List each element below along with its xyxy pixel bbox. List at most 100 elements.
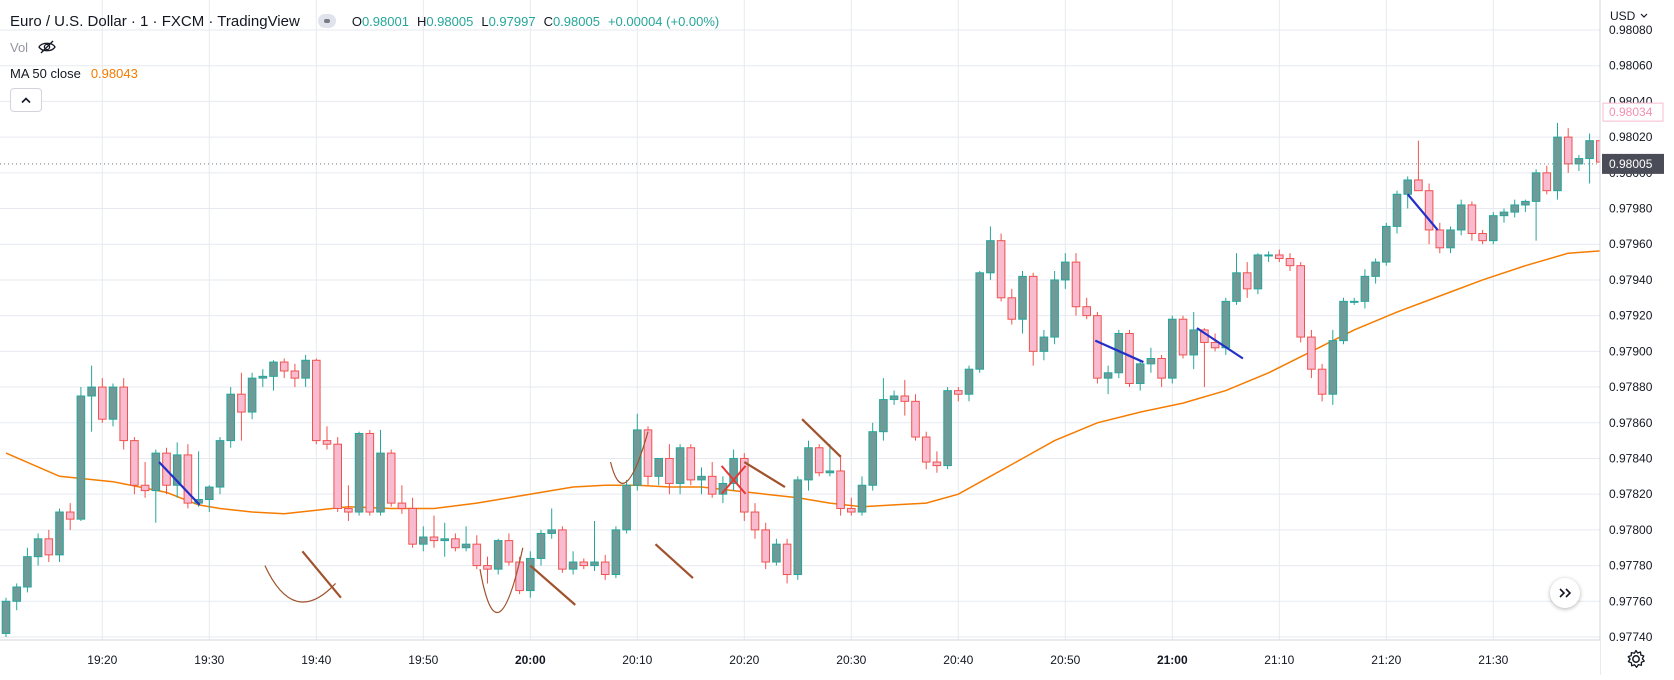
candle[interactable] bbox=[761, 522, 771, 570]
candle[interactable] bbox=[857, 476, 867, 516]
candle[interactable] bbox=[258, 369, 268, 388]
candle[interactable] bbox=[493, 538, 503, 575]
candle[interactable] bbox=[1071, 253, 1081, 316]
candle[interactable] bbox=[1392, 190, 1402, 234]
candle[interactable] bbox=[986, 226, 995, 280]
candle[interactable] bbox=[215, 437, 225, 495]
candle[interactable] bbox=[1103, 365, 1113, 395]
candle[interactable] bbox=[87, 365, 96, 432]
candle[interactable] bbox=[868, 422, 878, 491]
candle[interactable] bbox=[1082, 297, 1092, 320]
candle[interactable] bbox=[1093, 312, 1102, 384]
candle[interactable] bbox=[1574, 154, 1584, 172]
candle[interactable] bbox=[1178, 315, 1188, 359]
candle[interactable] bbox=[622, 479, 631, 534]
candle[interactable] bbox=[847, 497, 856, 516]
candle[interactable] bbox=[654, 457, 664, 486]
candle[interactable] bbox=[1028, 272, 1038, 366]
candle[interactable] bbox=[772, 538, 781, 566]
candle[interactable] bbox=[333, 437, 342, 513]
candle[interactable] bbox=[290, 363, 300, 388]
candle[interactable] bbox=[526, 551, 535, 598]
candle[interactable] bbox=[461, 526, 471, 552]
candle[interactable] bbox=[1050, 271, 1059, 345]
candle[interactable] bbox=[1210, 333, 1220, 352]
candle[interactable] bbox=[140, 462, 150, 498]
scroll-to-realtime-button[interactable] bbox=[1550, 578, 1580, 608]
arc-drawing[interactable] bbox=[609, 431, 649, 484]
candle[interactable] bbox=[1157, 354, 1166, 388]
trend-line-brown[interactable] bbox=[801, 418, 842, 458]
candle[interactable] bbox=[151, 449, 161, 523]
candle[interactable] bbox=[675, 444, 685, 495]
candle[interactable] bbox=[686, 444, 696, 486]
candle[interactable] bbox=[344, 485, 353, 521]
candle[interactable] bbox=[611, 526, 621, 579]
candle[interactable] bbox=[1467, 201, 1477, 241]
candle[interactable] bbox=[932, 451, 942, 473]
candle[interactable] bbox=[247, 372, 257, 420]
trend-line-brown[interactable] bbox=[654, 543, 694, 579]
candle[interactable] bbox=[600, 554, 610, 580]
candle[interactable] bbox=[879, 378, 888, 441]
legend-vol-row[interactable]: Vol bbox=[10, 34, 727, 60]
candle[interactable] bbox=[1018, 271, 1027, 334]
candles-layer[interactable] bbox=[1, 21, 1648, 637]
candle[interactable] bbox=[1296, 262, 1306, 343]
trend-line-blue[interactable] bbox=[1406, 193, 1439, 231]
legend-ma-row[interactable]: MA 50 close 0.98043 bbox=[10, 60, 727, 86]
candle[interactable] bbox=[1007, 288, 1017, 325]
time-axis[interactable] bbox=[0, 640, 1600, 675]
candle[interactable] bbox=[76, 387, 86, 521]
candle[interactable] bbox=[740, 453, 749, 521]
candle[interactable] bbox=[964, 365, 974, 402]
candle[interactable] bbox=[237, 372, 246, 441]
candle[interactable] bbox=[226, 387, 235, 448]
candle[interactable] bbox=[205, 485, 214, 513]
candle[interactable] bbox=[954, 387, 963, 402]
candle[interactable] bbox=[279, 358, 289, 379]
candle[interactable] bbox=[1435, 222, 1445, 254]
candle[interactable] bbox=[1061, 253, 1070, 289]
candle[interactable] bbox=[836, 454, 845, 516]
candle[interactable] bbox=[1, 597, 11, 637]
candle[interactable] bbox=[1285, 253, 1295, 272]
candle[interactable] bbox=[1328, 329, 1338, 405]
candle[interactable] bbox=[707, 462, 717, 498]
chevron-down-icon[interactable] bbox=[1640, 13, 1648, 18]
candle[interactable] bbox=[33, 533, 43, 566]
candle[interactable] bbox=[814, 444, 824, 477]
candle[interactable] bbox=[793, 476, 803, 580]
candle[interactable] bbox=[1521, 199, 1530, 213]
candle[interactable] bbox=[921, 431, 931, 470]
candle[interactable] bbox=[194, 451, 203, 507]
candle[interactable] bbox=[419, 526, 428, 552]
candle[interactable] bbox=[386, 449, 396, 507]
candle[interactable] bbox=[996, 233, 1006, 302]
candle[interactable] bbox=[472, 535, 482, 570]
candle[interactable] bbox=[429, 515, 439, 548]
candle[interactable] bbox=[1489, 212, 1498, 245]
candle[interactable] bbox=[23, 547, 32, 593]
candle[interactable] bbox=[1403, 176, 1413, 209]
candle[interactable] bbox=[975, 271, 985, 373]
candle[interactable] bbox=[504, 533, 514, 566]
candle[interactable] bbox=[376, 429, 385, 516]
candle[interactable] bbox=[44, 529, 54, 563]
candle[interactable] bbox=[1232, 253, 1241, 305]
candle[interactable] bbox=[301, 354, 310, 388]
candle[interactable] bbox=[172, 442, 182, 498]
candle[interactable] bbox=[1478, 229, 1487, 245]
candle[interactable] bbox=[911, 394, 920, 441]
arc-drawing[interactable] bbox=[264, 565, 336, 603]
candle[interactable] bbox=[1242, 262, 1252, 298]
candle[interactable] bbox=[397, 485, 407, 514]
eye-off-icon[interactable] bbox=[38, 40, 56, 54]
candle[interactable] bbox=[1553, 122, 1562, 200]
candle[interactable] bbox=[98, 378, 107, 423]
candle[interactable] bbox=[1253, 253, 1263, 295]
candle[interactable] bbox=[1349, 297, 1359, 305]
trend-line-brown[interactable] bbox=[743, 461, 786, 488]
